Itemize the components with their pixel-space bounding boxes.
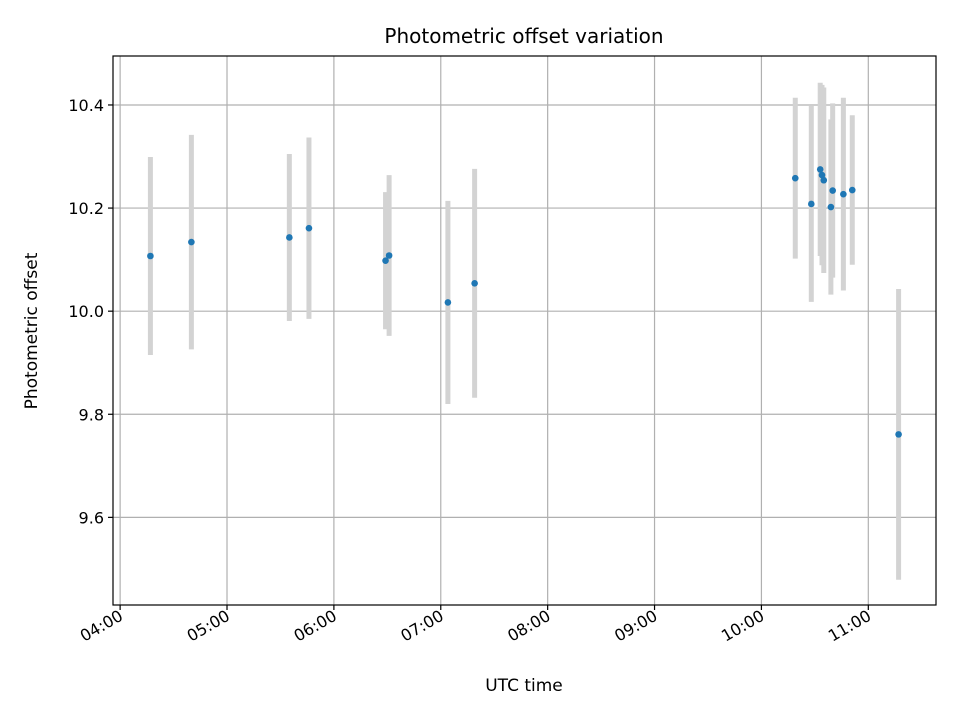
data-point <box>385 252 393 259</box>
y-tick-label: 9.8 <box>79 405 104 424</box>
data-point <box>147 252 154 260</box>
y-tick-label: 10.4 <box>68 96 104 115</box>
data-point <box>444 299 452 306</box>
point-layer <box>147 166 902 438</box>
errorbar-layer <box>147 82 902 580</box>
data-point <box>471 280 478 287</box>
grid-layer <box>113 56 936 605</box>
y-tick-label: 9.6 <box>79 508 104 527</box>
x-axis-label: UTC time <box>485 676 563 696</box>
chart-title: Photometric offset variation <box>384 24 663 48</box>
data-point <box>305 224 313 232</box>
x-tick-label: 07:00 <box>397 606 446 646</box>
data-point <box>820 176 828 184</box>
data-point <box>818 171 826 179</box>
data-point <box>382 257 389 264</box>
x-tick-label: 11:00 <box>825 606 874 646</box>
y-axis-label: Photometric offset <box>22 252 42 409</box>
data-point <box>791 174 799 182</box>
x-tick-label: 08:00 <box>504 606 553 646</box>
data-point <box>816 166 824 173</box>
data-point <box>827 203 835 211</box>
data-point <box>840 190 847 198</box>
data-point <box>188 238 195 246</box>
y-axis-ticks: 9.6 9.8 10.0 10.2 10.4 <box>68 96 113 527</box>
x-axis-ticks: 04:00 05:00 06:00 07:00 08:00 09:00 10:00 11:00 <box>77 605 874 646</box>
y-tick-label: 10.0 <box>68 302 104 321</box>
plot-frame <box>112 55 937 606</box>
y-tick-label: 10.2 <box>68 199 104 218</box>
data-point <box>895 431 902 438</box>
x-tick-label: 10:00 <box>718 606 767 646</box>
x-tick-label: 06:00 <box>290 606 339 646</box>
data-point <box>808 200 815 208</box>
data-point <box>848 186 856 194</box>
x-tick-label: 09:00 <box>611 606 660 646</box>
data-point <box>286 234 293 241</box>
x-tick-label: 04:00 <box>77 606 126 646</box>
data-point <box>829 187 836 194</box>
x-tick-label: 05:00 <box>184 606 233 646</box>
